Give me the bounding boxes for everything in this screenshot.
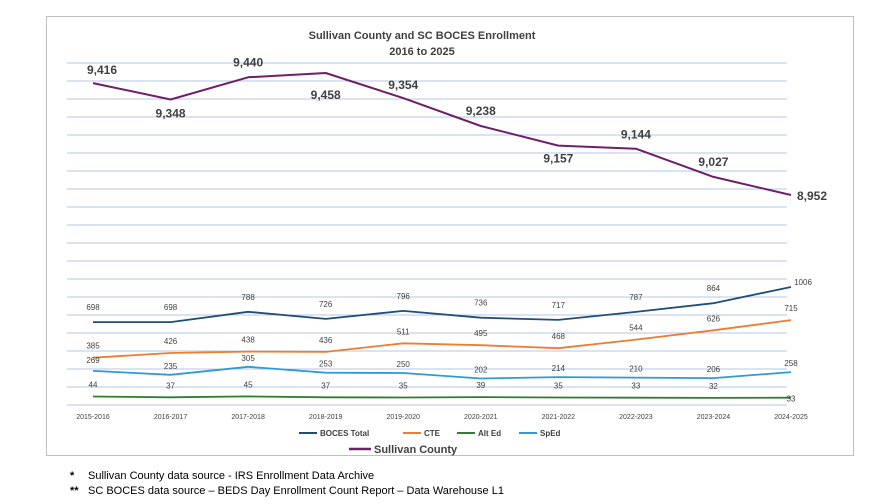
data-label-sullivan: 9,348	[156, 107, 186, 121]
data-label-boces: 788	[241, 293, 255, 302]
data-label-cte: 385	[86, 342, 100, 351]
data-label-sped: 202	[474, 366, 488, 375]
data-label-sped: 206	[707, 365, 721, 374]
x-tick-label: 2017-2018	[231, 414, 265, 421]
x-axis: 2015-2016 2016-2017 2017-2018 2018-2019 2019…	[76, 414, 808, 421]
series-line-sullivan	[92, 72, 792, 196]
data-label-alted: 33	[631, 382, 640, 391]
data-label-cte: 426	[164, 337, 178, 346]
legend-label-cte: CTE	[424, 429, 441, 438]
data-label-cte: 715	[784, 304, 798, 313]
data-label-sullivan: 9,416	[87, 63, 117, 77]
data-label-sped: 258	[784, 359, 798, 368]
data-label-sped: 235	[164, 362, 178, 371]
data-label-sullivan: 8,952	[797, 189, 827, 203]
data-label-alted: 32	[709, 382, 718, 391]
legend-label-sullivan: Sullivan County	[374, 444, 458, 456]
data-label-sped: 269	[86, 356, 100, 365]
data-label-cte: 495	[474, 329, 488, 338]
footnote-text: Sullivan County data source - IRS Enroll…	[88, 470, 375, 482]
series-lines	[92, 72, 792, 399]
data-label-cte: 438	[241, 336, 255, 345]
data-label-boces: 796	[397, 292, 411, 301]
data-labels: 9,416 9,348 9,440 9,458 9,354 9,238 9,157 9,144…	[86, 55, 827, 403]
legend-label-boces: BOCES Total	[320, 429, 369, 438]
data-label-sped: 214	[552, 364, 566, 373]
data-label-alted: 37	[321, 381, 330, 390]
series-line-sped	[92, 365, 792, 380]
data-label-sped: 253	[319, 360, 333, 369]
data-label-alted: 37	[166, 381, 175, 390]
legend: BOCES Total CTE Alt Ed SpEd Sullivan County	[299, 429, 561, 456]
series-line-boces	[93, 286, 792, 324]
x-tick-label: 2018-2019	[309, 414, 343, 421]
series-line-alted	[92, 395, 792, 399]
data-label-alted: 45	[244, 380, 253, 389]
chart-subtitle: 2016 to 2025	[389, 46, 454, 58]
data-label-sullivan: 9,458	[311, 88, 341, 102]
data-label-boces: 698	[164, 303, 178, 312]
data-label-boces: 736	[474, 299, 488, 308]
x-tick-label: 2023-2024	[697, 414, 731, 421]
data-label-boces: 1006	[794, 278, 812, 287]
x-tick-label: 2019-2020	[386, 414, 420, 421]
data-label-cte: 626	[707, 314, 721, 323]
footnote-text: SC BOCES data source – BEDS Day Enrollme…	[88, 485, 504, 497]
x-tick-label: 2020-2021	[464, 414, 498, 421]
footnote-mark: *	[70, 470, 75, 482]
chart-frame: Sullivan County and SC BOCES Enrollment …	[46, 16, 854, 456]
data-label-alted: 33	[787, 395, 796, 404]
data-label-alted: 44	[89, 380, 98, 389]
data-label-sped: 210	[629, 365, 643, 374]
data-label-sullivan: 9,027	[698, 155, 728, 169]
data-label-boces: 717	[552, 301, 566, 310]
legend-label-sped: SpEd	[540, 429, 561, 438]
footnote-sullivan-source: * Sullivan County data source - IRS Enrol…	[70, 470, 374, 482]
x-tick-label: 2021-2022	[542, 414, 576, 421]
data-label-sped: 305	[241, 354, 255, 363]
data-label-sullivan: 9,238	[466, 104, 496, 118]
x-tick-label: 2024-2025	[774, 414, 808, 421]
data-label-sullivan: 9,440	[233, 55, 263, 69]
series-line-cte	[92, 319, 792, 359]
legend-label-alted: Alt Ed	[478, 429, 501, 438]
data-label-sullivan: 9,354	[388, 78, 418, 92]
x-tick-label: 2022-2023	[619, 414, 653, 421]
x-tick-label: 2016-2017	[154, 414, 188, 421]
data-label-cte: 544	[629, 324, 643, 333]
data-label-sullivan: 9,144	[621, 128, 651, 142]
footnote-boces-source: ** SC BOCES data source – BEDS Day Enroll…	[70, 485, 504, 497]
data-label-alted: 39	[476, 381, 485, 390]
data-label-cte: 511	[397, 327, 410, 336]
data-label-boces: 787	[629, 293, 643, 302]
data-label-sped: 250	[397, 360, 411, 369]
enrollment-line-chart: Sullivan County and SC BOCES Enrollment …	[67, 30, 827, 456]
gridlines	[67, 62, 787, 406]
data-label-sullivan: 9,157	[543, 152, 573, 166]
data-label-boces: 726	[319, 300, 333, 309]
data-label-boces: 864	[707, 284, 721, 293]
x-tick-label: 2015-2016	[76, 414, 110, 421]
footnote-mark: **	[70, 485, 79, 497]
chart-title: Sullivan County and SC BOCES Enrollment	[309, 30, 536, 42]
data-label-cte: 436	[319, 336, 333, 345]
data-label-alted: 35	[554, 382, 563, 391]
data-label-boces: 698	[86, 303, 100, 312]
data-label-cte: 468	[552, 332, 566, 341]
data-label-alted: 35	[399, 382, 408, 391]
